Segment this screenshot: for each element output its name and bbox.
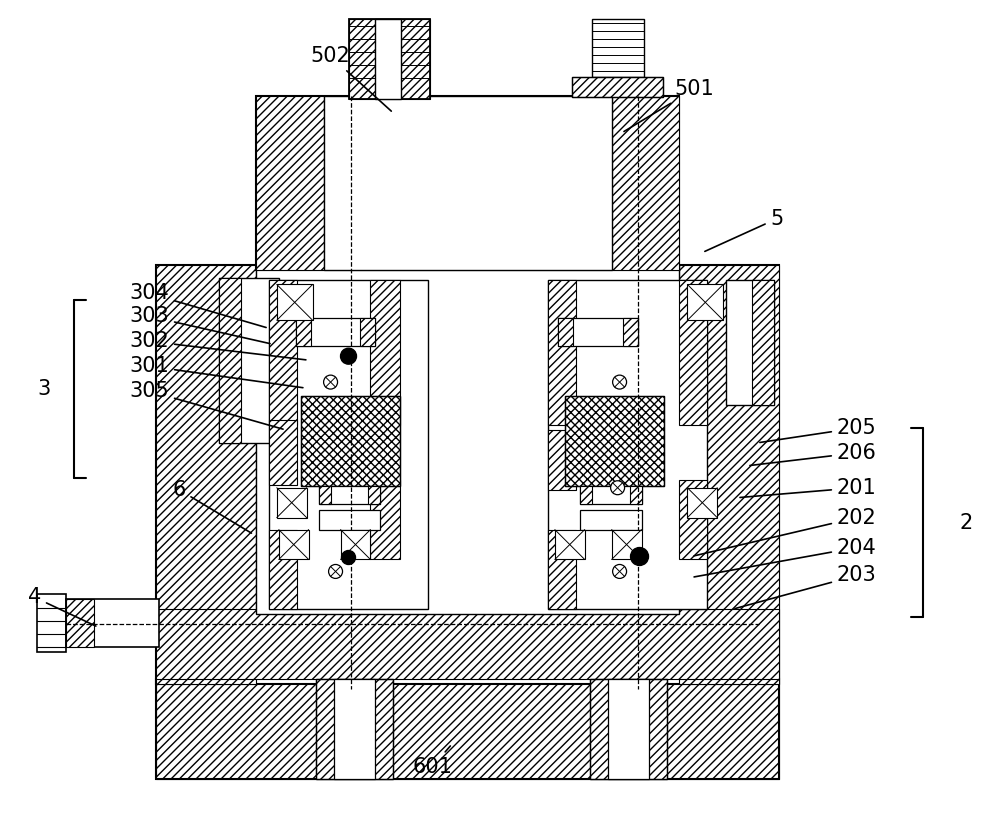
Text: 601: 601 (412, 746, 452, 776)
Circle shape (613, 564, 627, 578)
Bar (296, 319, 375, 346)
Circle shape (611, 481, 625, 495)
Text: 5: 5 (705, 209, 784, 251)
Bar (360, 319, 375, 346)
Bar (375, 20, 401, 99)
Bar (623, 319, 638, 346)
Text: 206: 206 (750, 443, 877, 465)
Bar (66, 600, 94, 647)
Bar (370, 280, 400, 425)
Bar (319, 486, 331, 504)
Text: 501: 501 (624, 79, 714, 132)
Bar (679, 265, 779, 684)
Bar (558, 319, 638, 346)
Bar (590, 679, 667, 779)
Bar (156, 679, 779, 779)
Bar (580, 509, 642, 530)
Bar (572, 77, 663, 97)
Bar (269, 530, 297, 609)
Bar (630, 486, 642, 504)
Bar (679, 480, 707, 559)
Bar (256, 96, 324, 270)
Bar (608, 679, 649, 779)
Bar (580, 486, 592, 504)
Text: 3: 3 (37, 379, 50, 399)
Bar (555, 530, 585, 559)
Bar (548, 280, 576, 425)
Bar (256, 96, 679, 270)
Bar (316, 679, 393, 779)
Text: 301: 301 (129, 356, 303, 387)
Bar (592, 20, 644, 77)
Bar (558, 319, 573, 346)
Bar (612, 530, 642, 559)
Text: 204: 204 (694, 537, 877, 577)
Bar (269, 280, 297, 425)
Bar (324, 96, 612, 270)
Bar (269, 420, 297, 485)
Circle shape (613, 375, 627, 389)
Bar (277, 284, 313, 320)
Text: 502: 502 (311, 46, 391, 111)
Bar (590, 679, 667, 779)
Bar (269, 280, 428, 609)
Text: 4: 4 (28, 587, 96, 626)
Bar (548, 280, 707, 609)
Bar (156, 265, 779, 684)
Bar (752, 280, 774, 405)
Bar (349, 20, 430, 99)
Circle shape (329, 564, 343, 578)
Text: 203: 203 (735, 565, 877, 609)
Bar (319, 509, 380, 530)
Text: 205: 205 (760, 418, 877, 442)
Circle shape (631, 548, 648, 565)
Text: 6: 6 (172, 480, 251, 533)
Bar (687, 284, 723, 320)
Bar (156, 265, 256, 684)
Circle shape (341, 348, 356, 364)
Bar (548, 530, 576, 609)
Bar (277, 488, 307, 518)
Bar (565, 396, 664, 486)
Bar (572, 77, 663, 97)
Bar (279, 530, 309, 559)
Text: 304: 304 (129, 283, 266, 328)
Bar (687, 488, 717, 518)
Bar (219, 278, 241, 443)
Bar (580, 486, 642, 504)
Text: 302: 302 (129, 331, 306, 360)
Bar (349, 20, 430, 99)
Bar (301, 396, 400, 486)
Bar (66, 600, 159, 647)
Bar (296, 319, 311, 346)
Bar (316, 679, 393, 779)
Bar (565, 396, 664, 486)
Text: 303: 303 (129, 306, 270, 344)
Bar (301, 396, 400, 486)
Bar (726, 280, 774, 405)
Text: 305: 305 (129, 381, 283, 429)
Bar (37, 595, 66, 652)
Bar (341, 530, 370, 559)
Bar (370, 480, 400, 559)
Bar (679, 280, 707, 425)
Bar (156, 609, 779, 679)
Text: 2: 2 (960, 513, 973, 532)
Circle shape (324, 375, 338, 389)
Bar (612, 96, 679, 270)
Text: 202: 202 (694, 508, 877, 556)
Bar (319, 486, 380, 504)
Bar (334, 679, 375, 779)
Circle shape (342, 550, 355, 564)
Text: 201: 201 (740, 477, 877, 498)
Bar (256, 265, 679, 614)
Bar (219, 278, 279, 443)
Bar (548, 430, 576, 490)
Bar (368, 486, 380, 504)
Bar (156, 679, 779, 779)
